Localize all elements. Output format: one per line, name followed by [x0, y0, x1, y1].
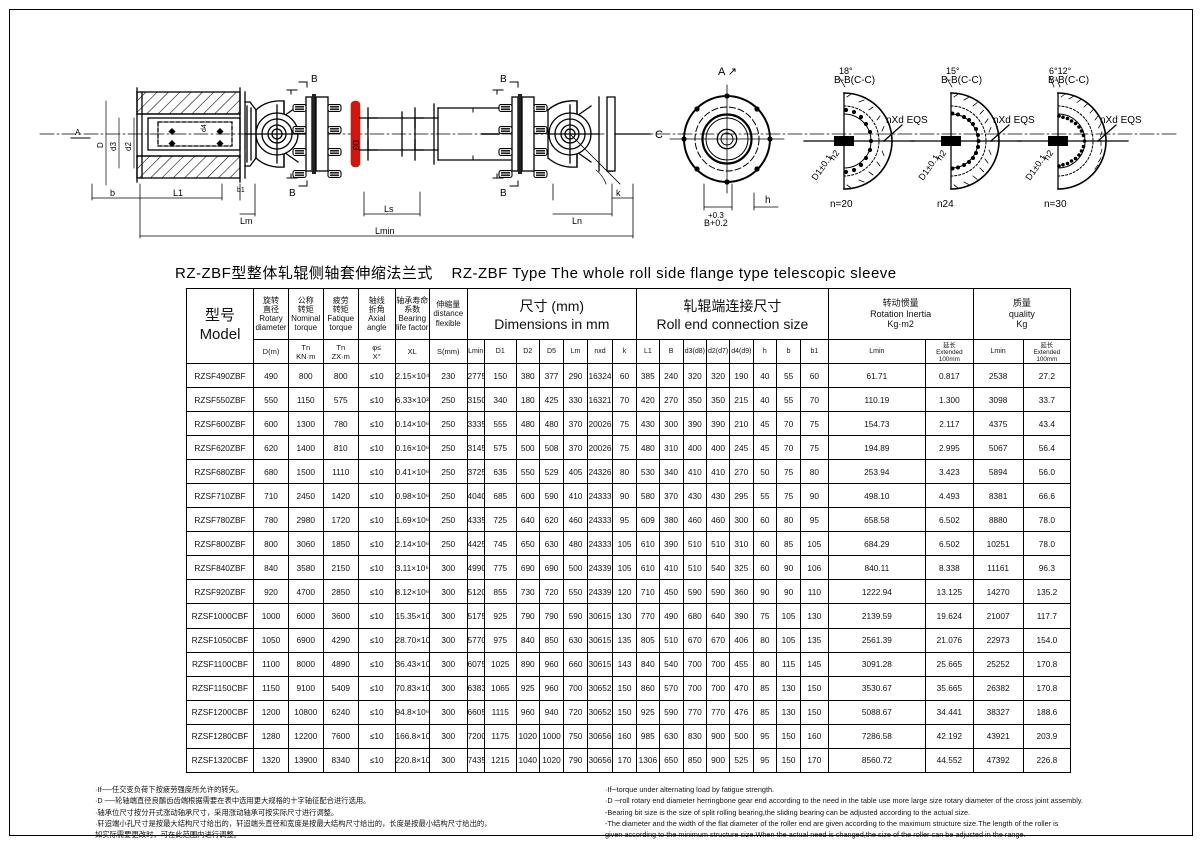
- svg-text:n24: n24: [937, 199, 954, 210]
- svg-text:B-B(C-C): B-B(C-C): [1048, 75, 1089, 86]
- svg-text:B: B: [311, 74, 318, 85]
- svg-text:D3: D3: [351, 140, 360, 151]
- svg-text:n=30: n=30: [1044, 199, 1067, 210]
- svg-text:A ↗: A ↗: [718, 66, 737, 78]
- svg-text:B: B: [500, 188, 507, 199]
- svg-text:Lm: Lm: [240, 216, 253, 226]
- svg-text:B-B(C-C): B-B(C-C): [834, 75, 875, 86]
- svg-text:B: B: [289, 188, 296, 199]
- svg-text:d4: d4: [201, 124, 208, 132]
- svg-text:B: B: [500, 74, 507, 85]
- svg-text:nXd EQS: nXd EQS: [886, 115, 928, 126]
- svg-text:d3: d3: [109, 142, 118, 151]
- svg-text:B+0.2: B+0.2: [704, 218, 728, 228]
- svg-text:18°: 18°: [839, 66, 853, 76]
- svg-text:d2: d2: [124, 142, 133, 151]
- svg-text:nXd EQS: nXd EQS: [993, 115, 1035, 126]
- svg-text:n=20: n=20: [830, 199, 853, 210]
- svg-text:B-B(C-C): B-B(C-C): [941, 75, 982, 86]
- svg-text:L1: L1: [173, 188, 183, 198]
- svg-text:D: D: [96, 142, 105, 148]
- svg-text:C: C: [655, 129, 663, 141]
- svg-text:Lmin: Lmin: [375, 226, 395, 236]
- svg-text:nXd EQS: nXd EQS: [1100, 115, 1142, 126]
- svg-text:Ls: Ls: [384, 204, 394, 214]
- svg-text:h: h: [765, 195, 771, 206]
- svg-text:A: A: [75, 128, 81, 137]
- svg-text:b1: b1: [237, 187, 245, 194]
- svg-text:Ln: Ln: [572, 216, 582, 226]
- svg-text:k: k: [616, 188, 621, 198]
- svg-text:15°: 15°: [946, 66, 960, 76]
- svg-text:b: b: [110, 188, 115, 198]
- svg-text:6°12°: 6°12°: [1049, 66, 1072, 76]
